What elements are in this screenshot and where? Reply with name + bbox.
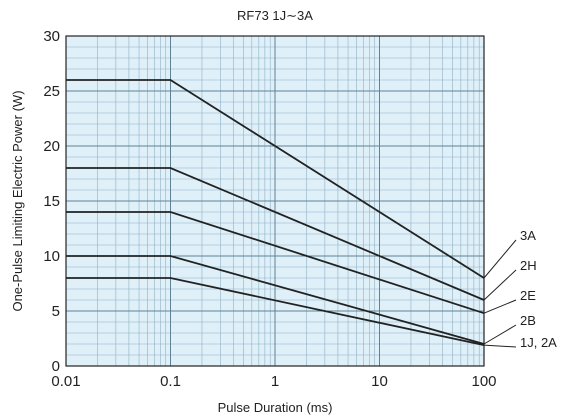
- y-tick-label: 30: [43, 28, 60, 45]
- series-label-leaders: [483, 239, 517, 348]
- series-line: [66, 211, 485, 315]
- y-tick-labels: 0 5 10 15 20 25 30: [43, 28, 60, 375]
- y-tick-label: 10: [43, 248, 60, 265]
- x-tick-label: 1: [271, 373, 279, 390]
- x-tick-label: 100: [471, 373, 496, 390]
- plot-frame: [65, 35, 485, 367]
- series-label: 1J, 2A: [520, 335, 557, 350]
- x-tick-label: 0.01: [51, 373, 80, 390]
- series-labels: 3A 2H 2E 2B 1J, 2A: [520, 228, 557, 350]
- series-line: [66, 167, 485, 301]
- series-label-leader: [483, 299, 517, 314]
- series-label: 2E: [520, 288, 536, 303]
- y-tick-label: 0: [52, 358, 60, 375]
- y-tick-label: 25: [43, 83, 60, 100]
- series-label-leader: [483, 239, 517, 279]
- series-lines: [66, 79, 485, 346]
- series-label-leader: [483, 324, 517, 345]
- series-line: [66, 277, 485, 346]
- y-tick-label: 5: [52, 303, 60, 320]
- x-tick-label: 10: [371, 373, 388, 390]
- x-tick-label: 0.1: [160, 373, 181, 390]
- x-tick-labels: 0.01 0.1 1 10 100: [51, 373, 496, 390]
- y-axis-label: One-Pulse Limiting Electric Power (W): [10, 90, 25, 311]
- series-label: 3A: [520, 228, 536, 243]
- x-axis-label: Pulse Duration (ms): [218, 400, 333, 415]
- series-label-leader: [483, 344, 517, 348]
- chart-title: RF73 1J∼3A: [237, 8, 313, 23]
- y-tick-label: 20: [43, 138, 60, 155]
- series-line: [66, 255, 485, 345]
- series-label: 2H: [520, 258, 537, 273]
- series-line: [66, 79, 485, 279]
- y-tick-label: 15: [43, 193, 60, 210]
- series-label: 2B: [520, 313, 536, 328]
- series-label-leader: [483, 269, 517, 301]
